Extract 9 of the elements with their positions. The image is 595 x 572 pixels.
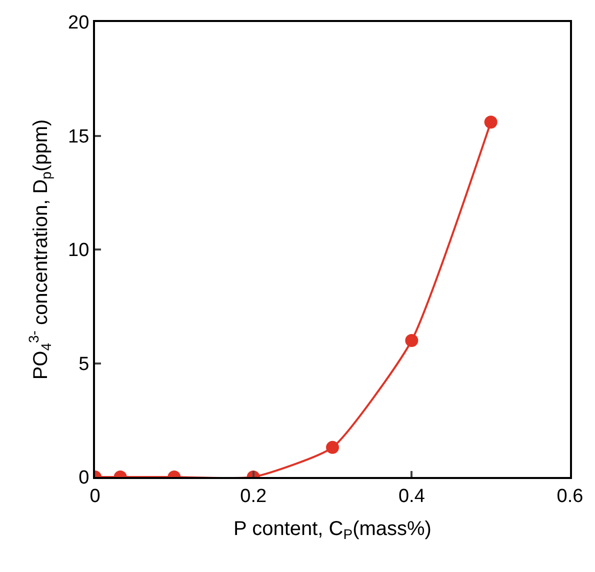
y-tick-label: 15 xyxy=(68,126,90,148)
x-axis-title: P content, C$_{P}$(mass%) xyxy=(234,518,432,542)
x-tick-label: 0.2 xyxy=(240,486,267,507)
x-tick-label: 0.6 xyxy=(556,486,584,507)
y-tick-label: 5 xyxy=(78,354,90,375)
y-tick-label: 0 xyxy=(78,468,90,489)
y-tick-label: 20 xyxy=(68,12,90,34)
x-tick-label: 0.4 xyxy=(398,486,426,507)
y-tick-label: 10 xyxy=(68,240,90,262)
